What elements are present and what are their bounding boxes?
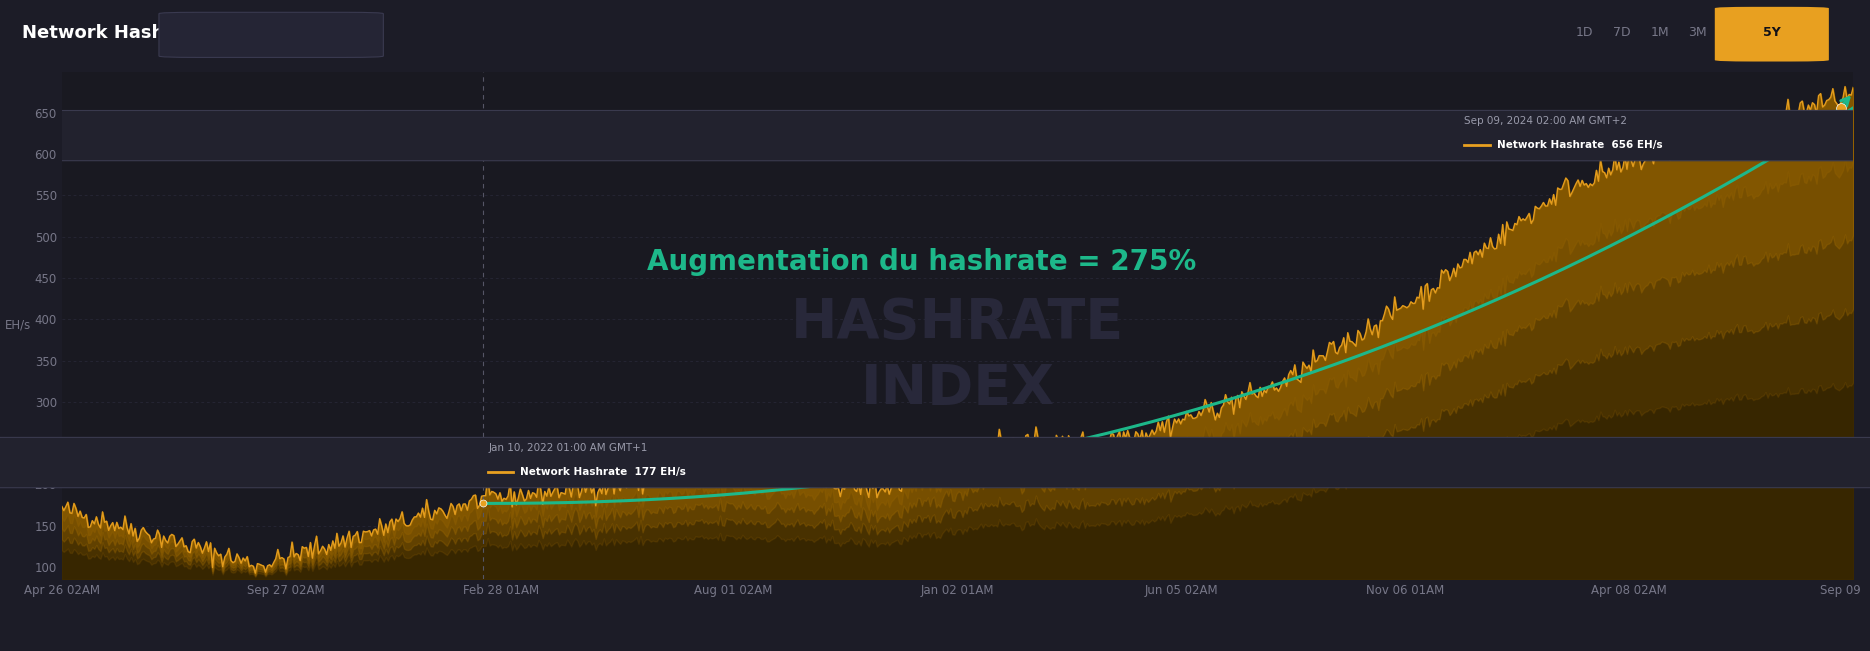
Text: Network Hashrate: Network Hashrate (22, 24, 206, 42)
Text: 5Y: 5Y (1763, 26, 1780, 39)
Text: Augmentation du hashrate = 275%: Augmentation du hashrate = 275% (647, 248, 1197, 276)
Text: 1Y: 1Y (1726, 26, 1743, 39)
Text: Network Hashrate  656 EH/s: Network Hashrate 656 EH/s (1496, 141, 1662, 150)
Text: 7D: 7D (1614, 26, 1631, 39)
Text: 3M: 3M (1689, 26, 1705, 39)
FancyBboxPatch shape (1715, 7, 1829, 62)
Y-axis label: EH/s: EH/s (6, 319, 32, 332)
Text: 1D: 1D (1576, 26, 1593, 39)
FancyBboxPatch shape (159, 12, 383, 57)
Text: SMA 30 days  ∧: SMA 30 days ∧ (223, 26, 322, 39)
FancyBboxPatch shape (0, 111, 1870, 161)
Text: ALL: ALL (1801, 26, 1825, 39)
Text: 1M: 1M (1651, 26, 1668, 39)
Text: HASHRATE
INDEX: HASHRATE INDEX (791, 296, 1124, 416)
FancyBboxPatch shape (0, 437, 1870, 488)
Text: Jan 10, 2022 01:00 AM GMT+1: Jan 10, 2022 01:00 AM GMT+1 (488, 443, 647, 453)
Text: Sep 09, 2024 02:00 AM GMT+2: Sep 09, 2024 02:00 AM GMT+2 (1464, 117, 1627, 126)
Text: Network Hashrate  177 EH/s: Network Hashrate 177 EH/s (520, 467, 686, 477)
